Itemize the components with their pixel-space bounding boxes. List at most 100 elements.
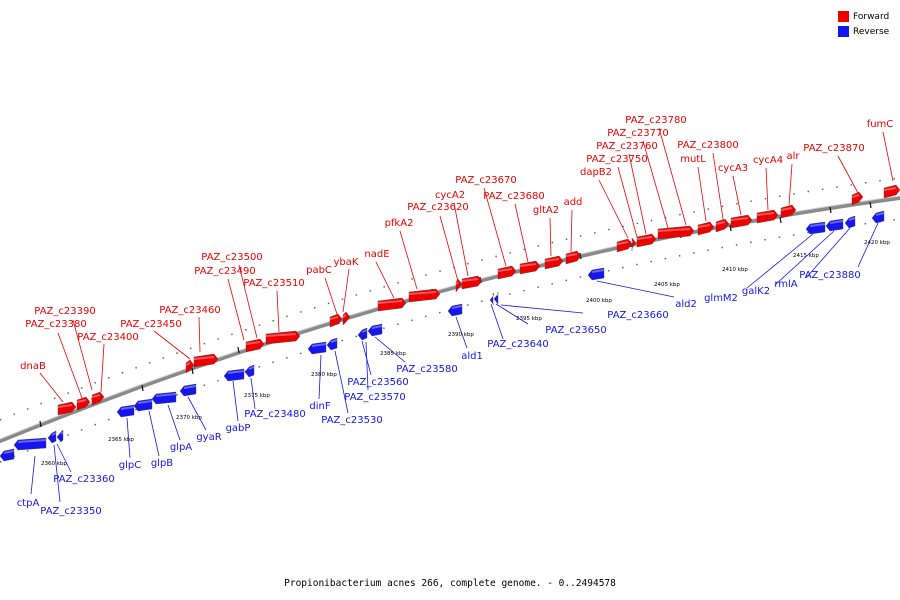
leader-line-paz-c23880 [857, 222, 879, 268]
forward-gene-block-shine [245, 341, 261, 345]
leader-line-alr [788, 163, 793, 206]
leader-line-cyca3 [732, 175, 742, 216]
forward-gene-block-shine [455, 281, 459, 285]
legend-item-forward: Forward [838, 9, 889, 24]
scale-label: 2380 kbp [311, 372, 337, 378]
scale-label: 2385 kbp [380, 351, 406, 357]
leader-line-paz-c23580 [374, 336, 406, 363]
gene-label-ybak: ybaK [334, 257, 359, 268]
forward-gene-block-shine [329, 316, 339, 320]
reverse-gene-block [825, 218, 844, 232]
forward-gene-block [883, 184, 900, 199]
leader-line-ctpa [30, 455, 36, 495]
forward-gene-block [657, 225, 695, 240]
reverse-gene-block-shine [361, 329, 368, 333]
forward-gene-block [193, 353, 219, 368]
gene-label-paz-c23660: PAZ_c23660 [607, 310, 668, 321]
reverse-gene-block [0, 448, 15, 462]
forward-gene-block [461, 275, 483, 290]
forward-gene-block [780, 204, 797, 219]
leader-line-paz-c23400 [100, 343, 105, 393]
reverse-gene-block [307, 341, 327, 355]
reverse-gene-block [326, 337, 338, 351]
scale-label: 2410 kbp [722, 267, 748, 273]
reverse-gene-block-shine [227, 370, 245, 374]
reverse-gene-block-shine [155, 393, 177, 397]
reverse-gene-block-shine [875, 212, 885, 216]
leader-line-paz-c23530 [334, 350, 349, 414]
reverse-gene-block-shine [51, 432, 57, 436]
forward-gene-block [91, 391, 105, 406]
gene-label-paz-c23640: PAZ_c23640 [487, 339, 548, 350]
reverse-gene-block-shine [120, 406, 135, 410]
forward-swatch-icon [838, 11, 849, 22]
reverse-gene-block-shine [248, 366, 255, 370]
forward-gene-block-shine [342, 314, 347, 318]
reverse-gene-block-shine [311, 343, 327, 347]
forward-gene-block-shine [519, 263, 537, 267]
gene-label-paz-c23480: PAZ_c23480 [244, 409, 305, 420]
gene-label-glpc: glpC [119, 460, 141, 471]
gene-label-paz-c23880: PAZ_c23880 [799, 270, 860, 281]
leader-line-paz-c23390 [72, 319, 93, 391]
reverse-gene-block [133, 398, 153, 412]
gene-label-paz-c23380: PAZ_c23380 [25, 319, 86, 330]
leader-line-paz-c23350 [53, 444, 61, 503]
leader-line-paz-c23510 [276, 290, 280, 333]
reverse-gene-block-shine [848, 217, 856, 221]
gene-label-paz-c23450: PAZ_c23450 [120, 319, 181, 330]
reverse-gene-block [56, 429, 64, 443]
forward-gene-block-shine [616, 241, 629, 245]
forward-gene-block-shine [883, 187, 897, 191]
leader-line-paz-c23380 [57, 332, 83, 399]
forward-gene-block-shine [408, 291, 437, 295]
gene-label-paz-c23770: PAZ_c23770 [607, 128, 668, 139]
reverse-gene-block-shine [591, 269, 605, 273]
leader-line-add [570, 209, 573, 253]
reverse-gene-block [489, 292, 495, 306]
reverse-gene-block [357, 327, 368, 341]
leader-line-paz-c23680 [514, 203, 529, 263]
reverse-gene-block-shine [330, 339, 338, 343]
gene-label-paz-c23800: PAZ_c23800 [677, 140, 738, 151]
forward-gene-block [497, 265, 517, 280]
gene-label-paz-c23360: PAZ_c23360 [53, 474, 114, 485]
reverse-gene-block-shine [371, 325, 383, 329]
forward-gene-block [76, 396, 91, 411]
leader-line-dapb2 [598, 179, 629, 239]
legend-label-reverse: Reverse [853, 26, 890, 37]
reverse-gene-block [151, 391, 177, 405]
gene-label-ald1: ald1 [461, 351, 483, 362]
scale-label: 2400 kbp [586, 298, 612, 304]
gene-label-paz-c23530: PAZ_c23530 [321, 415, 382, 426]
backbone-tick [141, 384, 144, 392]
backbone-tick [39, 420, 42, 428]
reverse-gene-block [179, 383, 197, 397]
leader-line-glpa [167, 404, 181, 441]
leader-line-paz-c23480 [250, 377, 256, 410]
forward-gene-block [329, 313, 343, 328]
scale-label: 2360 kbp [41, 461, 67, 467]
reverse-gene-block-shine [17, 439, 47, 443]
legend: Forward Reverse [838, 9, 889, 39]
forward-gene-block-shine [544, 258, 560, 262]
reverse-gene-block-shine [60, 431, 64, 435]
reverse-gene-block-shine [809, 223, 826, 227]
leader-line-paz-c23360 [56, 443, 72, 473]
backbone-tick [729, 224, 732, 232]
backbone-tick [829, 206, 832, 214]
forward-gene-block-shine [715, 221, 726, 225]
gene-label-paz-c23670: PAZ_c23670 [455, 175, 516, 186]
forward-gene-block [631, 237, 637, 251]
gene-label-gabp: gabP [226, 423, 251, 434]
gene-label-paz-c23780: PAZ_c23780 [625, 115, 686, 126]
leader-line-paz-c23750 [617, 166, 638, 238]
leader-line-pfka2 [399, 230, 418, 290]
forward-gene-block [265, 330, 301, 345]
reverse-gene-block-shine [3, 450, 15, 454]
forward-gene-block [377, 297, 407, 312]
genome-backbone-highlight [0, 195, 900, 440]
forward-gene-block-shine [565, 253, 578, 257]
gene-label-paz-c23760: PAZ_c23760 [596, 141, 657, 152]
leader-line-paz-c23800 [712, 152, 724, 220]
